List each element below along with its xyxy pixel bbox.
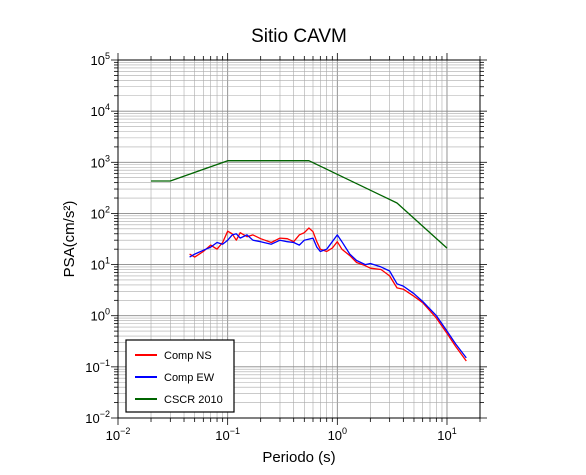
- series-line-comp-ns: [189, 227, 467, 362]
- plot-frame: [117, 59, 481, 419]
- y-axis-label: PSA(cm/s²): [61, 201, 78, 278]
- x-tick-label: 100: [328, 426, 347, 443]
- y-tick-label: 105: [91, 51, 110, 68]
- y-tick-label: 101: [91, 256, 110, 273]
- series-layer: [151, 160, 467, 362]
- y-tick-label: 100: [91, 307, 110, 324]
- x-tick-label: 10−1: [215, 426, 240, 443]
- y-tick-label: 103: [91, 153, 110, 170]
- x-axis-label: Periodo (s): [262, 449, 335, 466]
- y-tick-label: 10−2: [85, 409, 110, 426]
- y-tick-label: 104: [91, 102, 110, 119]
- y-tick-label: 102: [91, 204, 110, 221]
- legend: Comp NS Comp EW CSCR 2010: [125, 339, 235, 413]
- chart-title: Sitio CAVM: [251, 26, 347, 47]
- legend-label: Comp NS: [164, 350, 212, 362]
- x-tick-label: 101: [437, 426, 456, 443]
- legend-label: Comp EW: [164, 372, 215, 384]
- y-tick-label: 10−1: [85, 358, 110, 375]
- legend-label: CSCR 2010: [164, 394, 223, 406]
- series-line-comp-ew: [189, 233, 467, 359]
- grid: [117, 59, 481, 419]
- series-line-cscr-2010: [151, 160, 448, 249]
- x-tick-label: 10−2: [106, 426, 131, 443]
